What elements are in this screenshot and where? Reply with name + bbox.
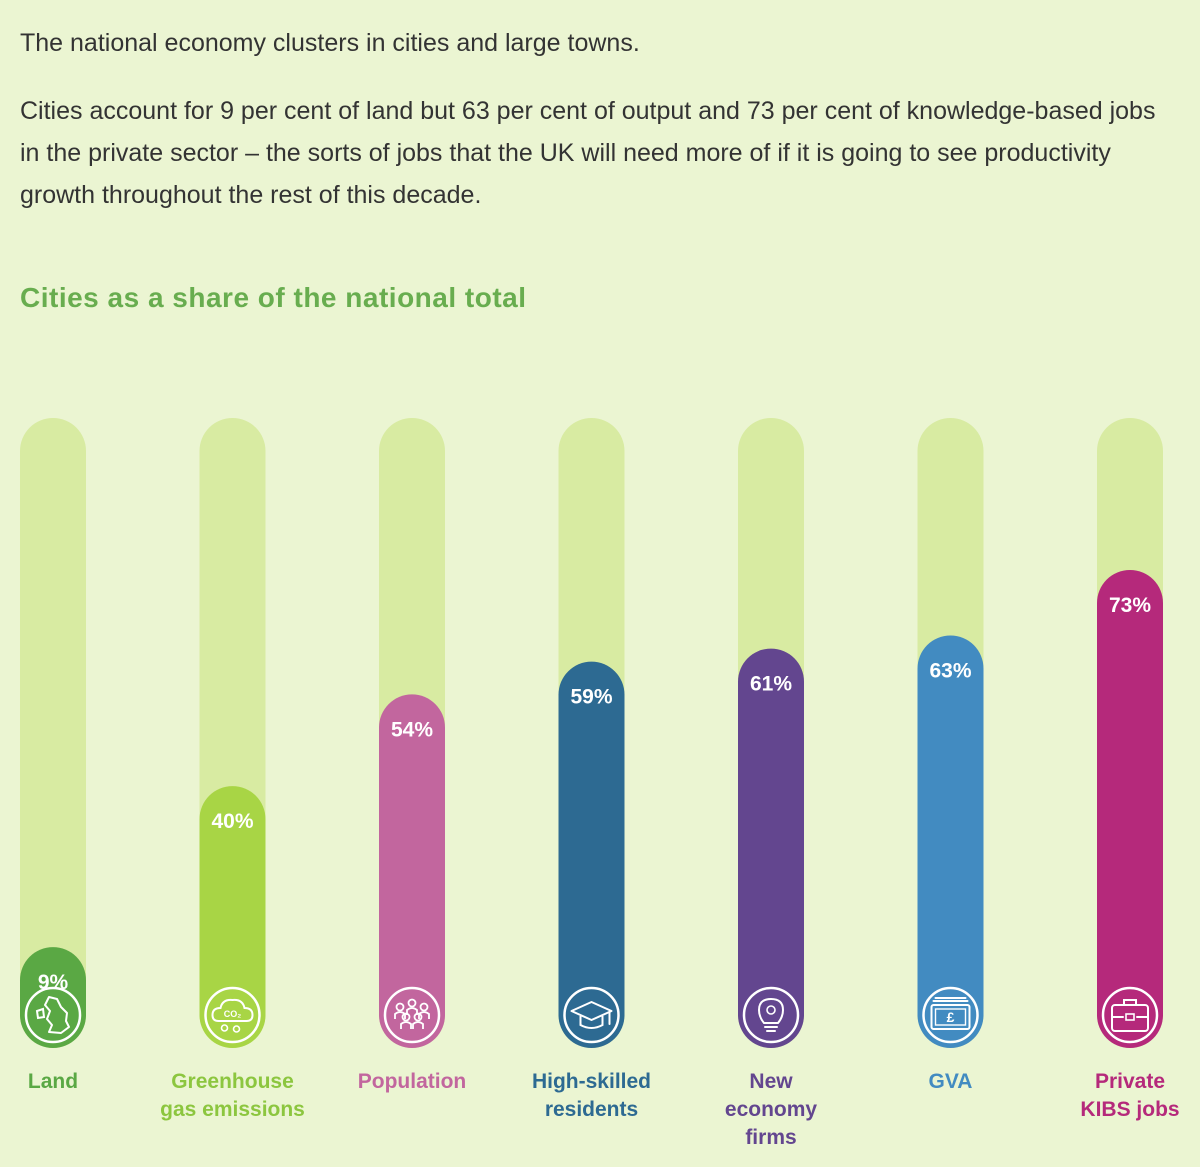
bar-value-label: 54% [391, 718, 433, 741]
bar-private-kibs-jobs [1097, 570, 1163, 1048]
bar-value-label: 59% [570, 686, 612, 709]
intro-text: The national economy clusters in cities … [20, 22, 1170, 216]
category-label: Private KIBS jobs [1080, 1070, 1179, 1121]
bar-high-skilled-residents [558, 661, 625, 1048]
lightbulb-icon [742, 986, 800, 1044]
chart-title: Cities as a share of the national total [20, 282, 527, 313]
banknote-icon: £ [922, 986, 979, 1044]
bar-value-label: 40% [211, 810, 253, 833]
intro-paragraph-2: Cities account for 9 per cent of land bu… [20, 97, 1156, 209]
briefcase-icon [1101, 986, 1159, 1044]
uk-map-icon [24, 986, 82, 1044]
bar-value-label: 61% [750, 673, 792, 696]
bar-gva [917, 635, 984, 1048]
graduation-cap-icon [563, 986, 620, 1044]
bar-value-label: 73% [1109, 594, 1151, 617]
category-label: Greenhouse gas emissions [160, 1070, 305, 1121]
category-label: High-skilled residents [532, 1070, 651, 1121]
bar-population [379, 694, 445, 1048]
category-label: New economy firms [725, 1070, 818, 1149]
co2-cloud-icon: CO₂ [204, 986, 261, 1044]
bar-greenhouse-gas-emissions [199, 786, 266, 1048]
bar-new-economy-firms [738, 648, 804, 1048]
people-icon [383, 986, 441, 1044]
category-label: Land [28, 1070, 78, 1093]
svg-text:CO₂: CO₂ [224, 1009, 242, 1019]
bar-value-label: 63% [929, 659, 971, 682]
intro-paragraph-1: The national economy clusters in cities … [20, 29, 640, 57]
category-label: GVA [929, 1070, 973, 1093]
category-label: Population [358, 1070, 467, 1093]
bar-track-1 [20, 418, 86, 1048]
svg-text:£: £ [947, 1009, 955, 1025]
